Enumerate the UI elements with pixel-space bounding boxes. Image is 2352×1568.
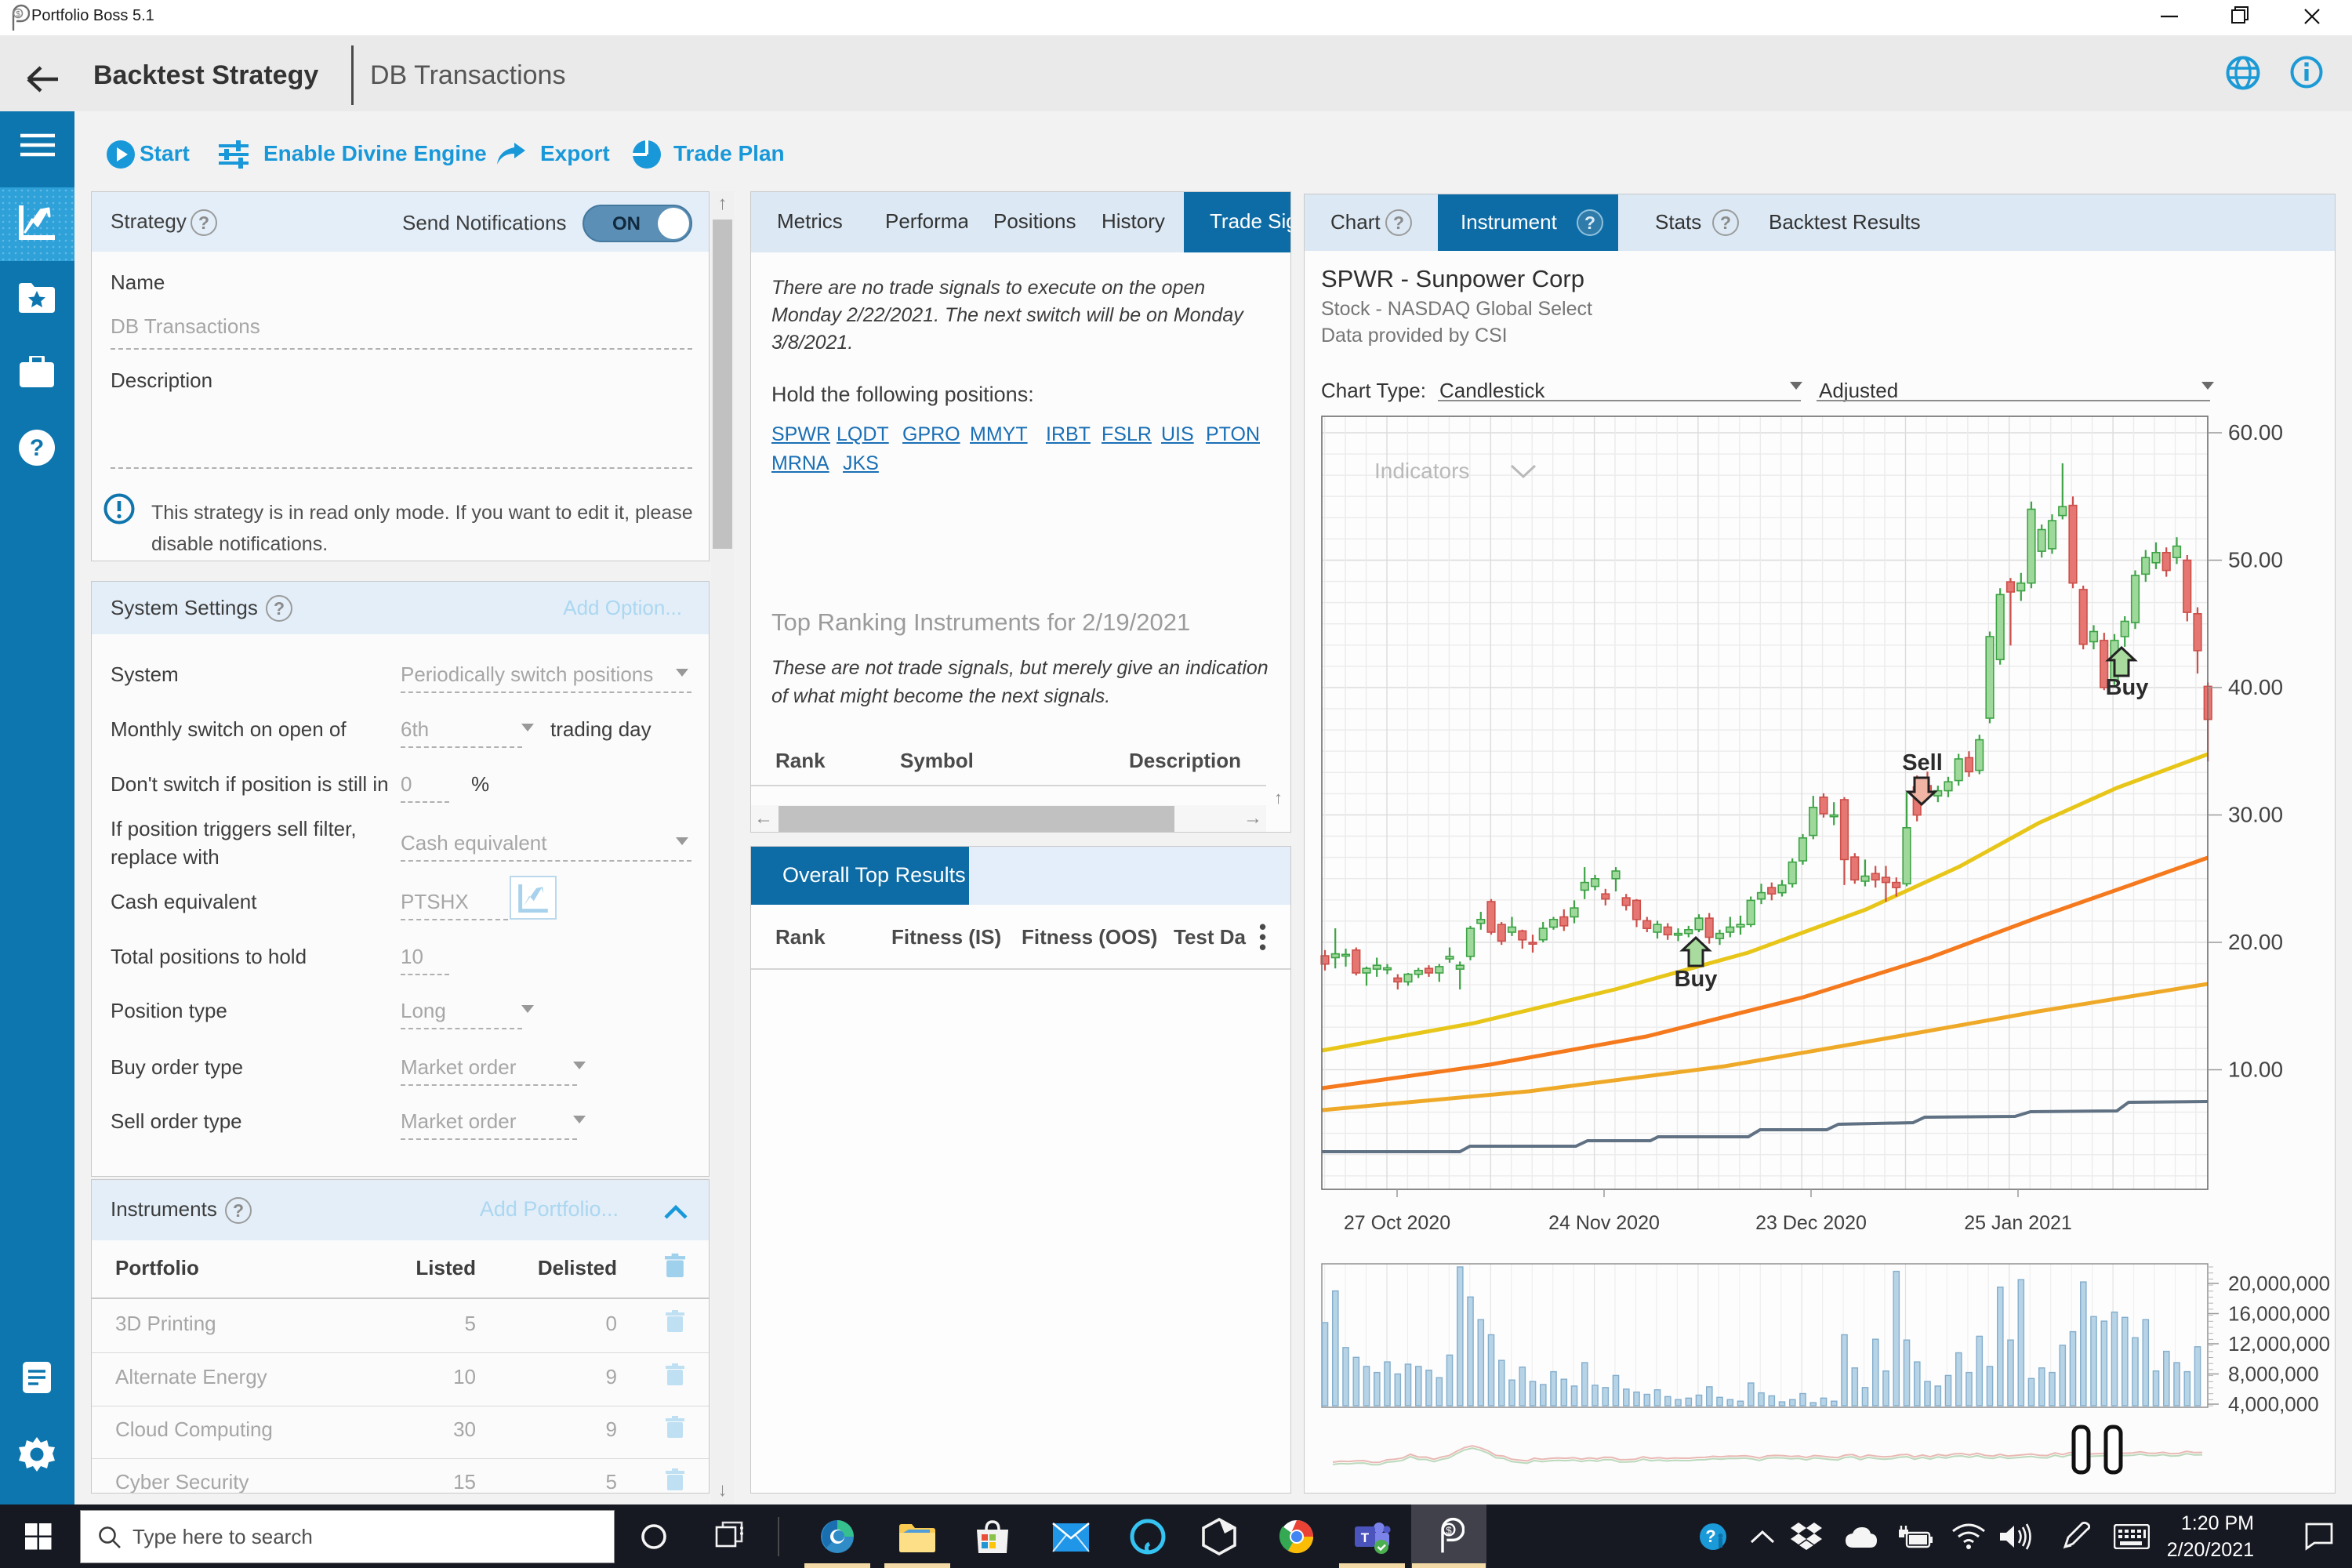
svg-text:25 Jan 2021: 25 Jan 2021 — [1964, 1212, 2072, 1234]
svg-text:40.00: 40.00 — [2228, 675, 2283, 699]
svg-text:Sell: Sell — [1902, 750, 1943, 775]
svg-text:10.00: 10.00 — [2228, 1058, 2283, 1082]
svg-text:24 Nov 2020: 24 Nov 2020 — [1548, 1212, 1660, 1234]
svg-text:12,000,000: 12,000,000 — [2228, 1332, 2330, 1356]
svg-text:50.00: 50.00 — [2228, 548, 2283, 572]
svg-text:Buy: Buy — [1675, 967, 1718, 992]
svg-text:20.00: 20.00 — [2228, 930, 2283, 954]
svg-text:16,000,000: 16,000,000 — [2228, 1302, 2330, 1326]
svg-text:4,000,000: 4,000,000 — [2228, 1392, 2319, 1416]
svg-text:Indicators: Indicators — [1374, 459, 1469, 483]
svg-text:60.00: 60.00 — [2228, 420, 2283, 445]
svg-text:$: $ — [16, 10, 20, 19]
svg-text:?: ? — [30, 435, 44, 461]
svg-text:T: T — [1361, 1530, 1370, 1545]
svg-text:8,000,000: 8,000,000 — [2228, 1363, 2319, 1386]
svg-text:20,000,000: 20,000,000 — [2228, 1272, 2330, 1295]
svg-text:30.00: 30.00 — [2228, 803, 2283, 827]
svg-text:27 Oct 2020: 27 Oct 2020 — [1344, 1212, 1450, 1234]
svg-text:?: ? — [1705, 1526, 1715, 1546]
svg-text:$: $ — [1446, 1524, 1452, 1536]
svg-text:Buy: Buy — [2106, 675, 2149, 700]
svg-text:23 Dec 2020: 23 Dec 2020 — [1755, 1212, 1867, 1234]
